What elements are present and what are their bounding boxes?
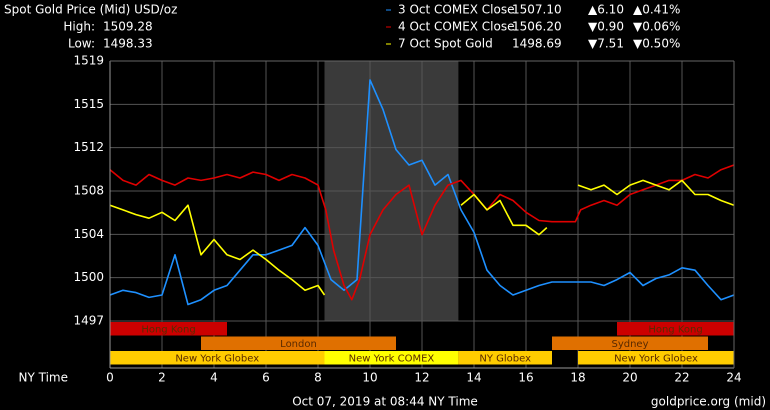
series-line (109, 164, 735, 301)
legend-change-pct: ▼0.06% (633, 20, 680, 34)
session-label: Hong Kong (141, 325, 195, 336)
footer: Oct 07, 2019 at 08:44 NY Time (292, 395, 478, 409)
x-tick-label: 22 (674, 371, 689, 385)
stat-label: Low: (68, 37, 95, 51)
chart-title: Spot Gold Price (Mid) USD/oz (4, 3, 177, 17)
series-line (109, 179, 735, 296)
legend-last: 1506.20 (512, 20, 562, 34)
y-tick-label: 1512 (73, 140, 104, 154)
session-label: Hong Kong (648, 325, 702, 336)
legend-change-pct: ▲0.41% (633, 3, 680, 17)
stat-value: 1498.33 (103, 37, 153, 51)
x-axis-label: NY Time (19, 371, 69, 385)
y-tick-label: 1497 (73, 314, 104, 328)
x-tick-label: 20 (622, 371, 637, 385)
x-tick-label: 18 (570, 371, 585, 385)
x-tick-label: 12 (414, 371, 429, 385)
x-tick-label: 6 (262, 371, 270, 385)
y-tick-label: 1504 (73, 227, 104, 241)
session-bar (578, 351, 734, 365)
session-bar (110, 351, 325, 365)
session-bar (110, 322, 227, 336)
x-tick-label: 2 (158, 371, 166, 385)
session-bar (201, 336, 396, 350)
x-tick-label: 16 (518, 371, 533, 385)
x-tick-label: 0 (106, 371, 114, 385)
x-tick-label: 4 (210, 371, 218, 385)
session-bar (324, 351, 459, 365)
source: goldprice.org (mid) (651, 395, 766, 409)
x-tick-label: 10 (362, 371, 377, 385)
session-label: London (280, 339, 317, 350)
legend-name: 4 Oct COMEX Close (398, 20, 515, 34)
session-bar (458, 351, 552, 365)
legend-change: ▼0.90 (588, 20, 624, 34)
stat-label: High: (63, 20, 95, 34)
legend-name: 3 Oct COMEX Close (398, 3, 515, 17)
session-bar (552, 336, 708, 350)
x-tick-label: 8 (314, 371, 322, 385)
x-tick-label: 24 (726, 371, 741, 385)
stat-value: 1509.28 (103, 20, 153, 34)
x-tick-label: 14 (466, 371, 481, 385)
series-line (109, 79, 735, 306)
legend-name: 7 Oct Spot Gold (398, 37, 493, 51)
session-bar (617, 322, 734, 336)
legend-last: 1507.10 (512, 3, 562, 17)
session-label: NY Globex (479, 354, 531, 365)
legend-change: ▲6.10 (588, 3, 624, 17)
y-tick-label: 1508 (73, 184, 104, 198)
session-label: New York COMEX (349, 354, 435, 365)
legend-change: ▼7.51 (588, 37, 624, 51)
legend-change-pct: ▼0.50% (633, 37, 680, 51)
session-label: Sydney (611, 339, 648, 350)
session-label: New York Globex (614, 354, 698, 365)
session-label: New York Globex (175, 354, 259, 365)
y-tick-label: 1500 (73, 270, 104, 284)
y-tick-label: 1515 (73, 97, 104, 111)
y-tick-label: 1519 (73, 54, 104, 68)
legend-last: 1498.69 (512, 37, 562, 51)
